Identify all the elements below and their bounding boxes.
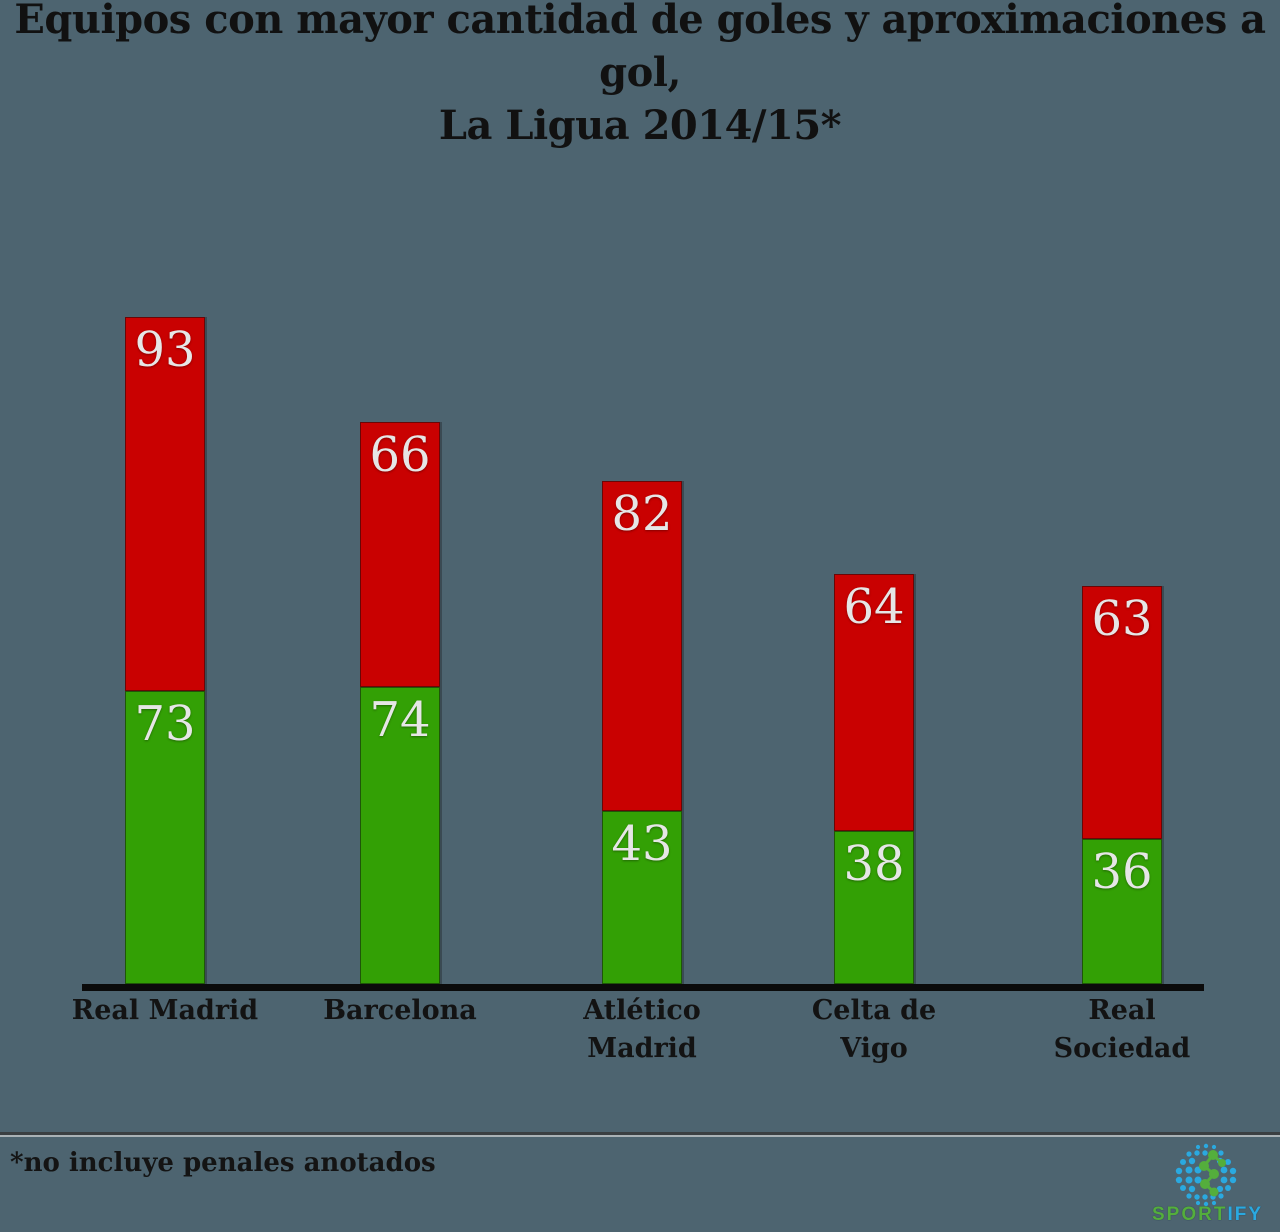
value-label-red-segment-atletico-madrid: 82: [611, 486, 673, 542]
bar-real-madrid: 93 73: [125, 317, 205, 984]
red-segment-real-sociedad: 63: [1082, 586, 1162, 839]
category-label-celta-de-vigo: Celta de Vigo: [759, 992, 989, 1068]
footer-divider: [0, 1132, 1280, 1137]
value-label-green-segment-celta-de-vigo: 38: [843, 836, 905, 892]
category-label-line: Celta de: [811, 995, 937, 1026]
category-label-line: Madrid: [587, 1033, 697, 1064]
category-label-line: Sociedad: [1053, 1033, 1191, 1064]
value-label-green-segment-real-madrid: 73: [134, 696, 196, 752]
category-label-real-madrid: Real Madrid: [50, 992, 280, 1030]
bar-celta-de-vigo: 64 38: [834, 574, 914, 984]
x-axis-line: [82, 984, 1204, 991]
value-label-green-segment-real-sociedad: 36: [1091, 844, 1153, 900]
value-label-green-segment-atletico-madrid: 43: [611, 816, 673, 872]
category-label-line: Real: [1088, 995, 1156, 1026]
category-label-line: Vigo: [840, 1033, 908, 1064]
value-label-red-segment-barcelona: 66: [369, 427, 431, 483]
category-label-atletico-madrid: Atlético Madrid: [527, 992, 757, 1068]
wordmark-sport: SPORT: [1151, 1204, 1228, 1225]
chart-title-line2: La Ligua 2014/15*: [438, 102, 842, 149]
globe-icon: [1175, 1143, 1237, 1207]
red-segment-celta-de-vigo: 64: [834, 574, 914, 831]
wordmark-ify: IFY: [1227, 1204, 1263, 1225]
green-segment-real-sociedad: 36: [1082, 839, 1162, 984]
value-label-red-segment-real-madrid: 93: [134, 322, 196, 378]
category-label-real-sociedad: Real Sociedad: [1007, 992, 1237, 1068]
value-label-green-segment-barcelona: 74: [369, 692, 431, 748]
chart-title-line1: Equipos con mayor cantidad de goles y ap…: [14, 0, 1266, 96]
red-segment-real-madrid: 93: [125, 317, 205, 691]
chart-title: Equipos con mayor cantidad de goles y ap…: [0, 0, 1280, 152]
sportify-logo: SPORTIFY: [1130, 1138, 1280, 1232]
category-label-line: Barcelona: [323, 995, 477, 1026]
category-label-line: Real Madrid: [71, 995, 259, 1026]
green-segment-barcelona: 74: [360, 687, 440, 984]
value-label-red-segment-celta-de-vigo: 64: [843, 579, 905, 635]
red-segment-atletico-madrid: 82: [602, 481, 682, 811]
red-segment-barcelona: 66: [360, 422, 440, 687]
sportify-wordmark: SPORTIFY: [1130, 1204, 1280, 1226]
green-segment-atletico-madrid: 43: [602, 811, 682, 984]
footnote-text: *no incluye penales anotados: [10, 1148, 436, 1178]
bar-real-sociedad: 63 36: [1082, 586, 1162, 984]
green-segment-celta-de-vigo: 38: [834, 831, 914, 984]
green-segment-real-madrid: 73: [125, 691, 205, 984]
value-label-red-segment-real-sociedad: 63: [1091, 591, 1153, 647]
bar-atletico-madrid: 82 43: [602, 481, 682, 984]
category-label-barcelona: Barcelona: [285, 992, 515, 1030]
bar-barcelona: 66 74: [360, 422, 440, 984]
category-label-line: Atlético: [583, 995, 701, 1026]
